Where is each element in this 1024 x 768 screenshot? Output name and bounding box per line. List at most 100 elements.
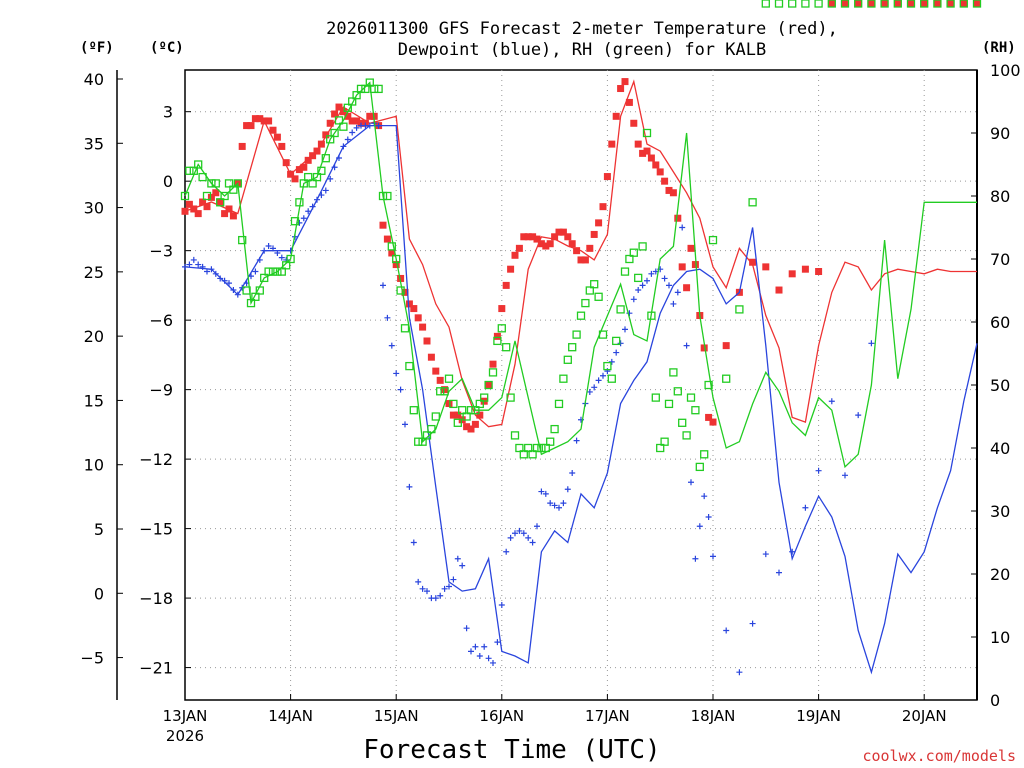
dewpoint-point	[556, 504, 562, 511]
dewpoint-point	[397, 386, 404, 393]
temperature-point	[344, 112, 352, 120]
dewpoint-point	[723, 627, 730, 634]
dewpoint-point	[481, 643, 488, 650]
temperature-point	[608, 140, 616, 148]
rh-point	[268, 267, 278, 276]
dewpoint-point	[463, 625, 470, 632]
rh-point	[242, 286, 251, 295]
dewpoint-point	[252, 268, 259, 275]
dewpoint-point	[525, 534, 532, 541]
temperature-point	[920, 0, 928, 7]
dewpoint-point	[344, 136, 351, 143]
temperature-point	[867, 0, 875, 7]
dewpoint-point	[454, 555, 461, 562]
temperature-point	[256, 115, 264, 123]
dewpoint-point	[261, 247, 268, 254]
temperature-point	[379, 221, 387, 229]
dewpoint-point	[828, 398, 835, 405]
temperature-point	[471, 420, 479, 428]
temperature-point	[419, 323, 427, 331]
dewpoint-point	[190, 256, 197, 263]
rh-point	[497, 324, 506, 333]
temperature-point	[546, 240, 554, 248]
rh-point	[682, 431, 691, 440]
celsius-tick-label: −21	[139, 659, 173, 678]
temperature-point	[304, 156, 312, 164]
rh-point	[224, 179, 234, 188]
dewpoint-point	[322, 187, 329, 194]
temperature-point	[273, 133, 281, 141]
rh-tick-label: 10	[990, 628, 1010, 647]
dewpoint-point	[564, 486, 571, 493]
rh-point	[959, 0, 968, 8]
rh-point	[686, 393, 696, 402]
dewpoint-point	[868, 340, 875, 347]
temperature-point	[828, 0, 836, 7]
dewpoint-point	[569, 470, 576, 477]
rh-point	[387, 242, 396, 251]
dewpoint-point	[393, 370, 400, 377]
fahrenheit-tick-label: 25	[84, 263, 104, 282]
fahrenheit-tick-label: 5	[94, 520, 104, 539]
rh-point	[576, 311, 586, 320]
rh-point	[519, 450, 528, 459]
temperature-point	[581, 256, 589, 264]
rh-point	[691, 406, 700, 415]
x-tick-label: 16JAN	[479, 707, 524, 725]
rh-point	[330, 128, 339, 138]
dewpoint-point	[446, 583, 452, 590]
temperature-point	[317, 140, 325, 148]
rh-point	[462, 412, 471, 421]
rh-point	[660, 437, 669, 446]
celsius-tick-label: −15	[139, 520, 173, 539]
rh-point	[638, 242, 647, 251]
rh-point	[880, 0, 889, 8]
rh-point	[246, 298, 256, 308]
dewpoint-line	[184, 124, 978, 675]
temperature-point	[590, 230, 598, 238]
dewpoint-point	[349, 129, 356, 136]
dewpoint-point	[776, 569, 782, 576]
dewpoint-point	[406, 483, 413, 490]
rh-point	[590, 280, 599, 289]
dewpoint-point	[622, 326, 628, 333]
dewpoint-point	[340, 143, 347, 150]
rh-point	[488, 368, 498, 377]
dewpoint-point	[538, 488, 545, 495]
temperature-point	[238, 142, 246, 150]
dewpoint-point	[300, 215, 307, 222]
dewpoint-point	[380, 282, 386, 289]
dewpoint-point	[318, 192, 325, 199]
rh-point	[207, 179, 216, 188]
temperature-point	[625, 98, 633, 106]
celsius-tick-label: −3	[149, 242, 173, 261]
celsius-tick-label: −12	[139, 450, 173, 469]
temperature-point	[489, 360, 497, 368]
temperature-point	[251, 115, 259, 123]
fahrenheit-tick-label: −5	[80, 649, 104, 668]
temperature-point	[643, 147, 651, 155]
rh-point	[510, 431, 520, 440]
dewpoint-point	[336, 155, 342, 162]
temperature-point	[595, 219, 603, 227]
rh-point	[255, 286, 264, 295]
temperature-point	[432, 367, 440, 375]
rh-point	[603, 361, 612, 371]
rh-point	[933, 0, 942, 8]
dewpoint-point	[419, 585, 426, 592]
temperature-point	[573, 247, 581, 255]
rh-point	[722, 374, 731, 383]
x-axis-label: Forecast Time (UTC)	[363, 735, 660, 765]
dewpoint-point	[195, 261, 202, 268]
celsius-unit-label: (ºC)	[150, 40, 184, 56]
dewpoint-point	[450, 576, 457, 583]
temperature-series	[181, 0, 981, 433]
dewpoint-point	[204, 268, 210, 275]
temperature-point	[458, 416, 466, 424]
dewpoint-point	[789, 548, 796, 555]
rh-point	[788, 0, 797, 8]
credit-text: coolwx.com/models	[862, 747, 1016, 765]
dewpoint-point	[305, 208, 312, 215]
temperature-point	[388, 249, 396, 257]
temperature-point	[621, 78, 629, 86]
